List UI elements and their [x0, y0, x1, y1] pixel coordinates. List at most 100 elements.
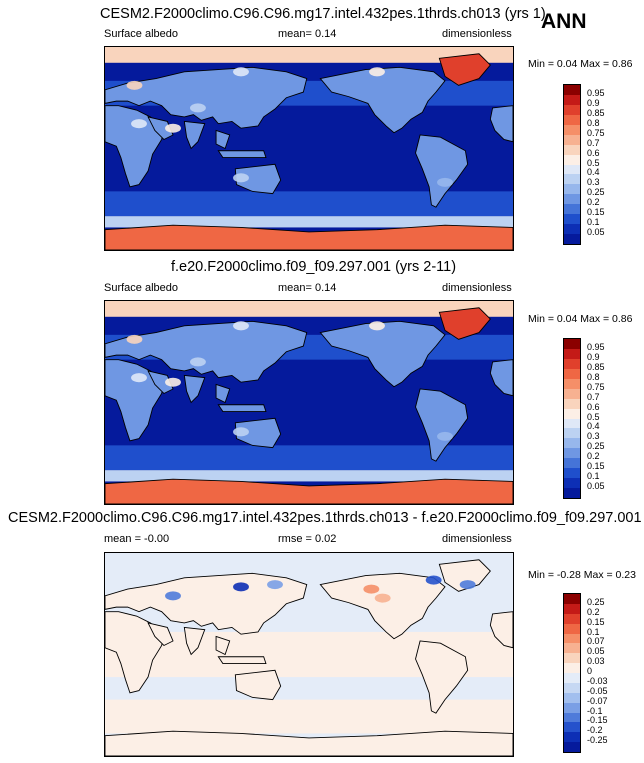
panel-3-map [104, 552, 514, 757]
panel-1-mean-label: mean= 0.14 [278, 28, 337, 40]
colorbar-tick-label: 0.25 [587, 596, 605, 607]
colorbar-swatch [564, 673, 580, 683]
colorbar-tick-label: -0.15 [587, 715, 608, 726]
colorbar-swatch [564, 104, 580, 115]
colorbar-tick-label: 0.03 [587, 656, 605, 667]
colorbar-swatch [564, 692, 580, 703]
colorbar-tick-label: 0.1 [587, 217, 600, 228]
colorbar-tick-label: 0.95 [587, 341, 605, 352]
colorbar-tick-label: 0.85 [587, 107, 605, 118]
colorbar-swatch [564, 214, 580, 225]
colorbar-tick-label: 0.1 [587, 471, 600, 482]
colorbar-swatch [564, 478, 580, 489]
colorbar-tick-label: 0.2 [587, 451, 600, 462]
colorbar-tick-label: 0 [587, 666, 593, 676]
panel-2-colorbar [563, 338, 581, 499]
panel-2-variable-label: Surface albedo [104, 282, 178, 294]
colorbar-swatch [564, 124, 580, 135]
colorbar-swatch [564, 378, 580, 389]
panel-3-map-field [105, 553, 513, 756]
colorbar-swatch [564, 633, 580, 644]
colorbar-swatch [564, 603, 580, 614]
colorbar-tick-label: -0.05 [587, 685, 608, 696]
panel-3-colorbar [563, 593, 581, 753]
panel-1-variable-label: Surface albedo [104, 28, 178, 40]
colorbar-swatch [564, 174, 580, 185]
colorbar-swatch [564, 682, 580, 693]
colorbar-tick-label: 0.15 [587, 207, 605, 218]
colorbar-tick-label: 0.7 [587, 137, 600, 148]
colorbar-tick-label: 0.4 [587, 421, 600, 432]
colorbar-swatch [564, 488, 580, 498]
colorbar-swatch [564, 339, 580, 349]
panel-2-map [104, 300, 514, 505]
colorbar-swatch [564, 184, 580, 195]
panel-3-title: CESM2.F2000climo.C96.C96.mg17.intel.432p… [8, 510, 642, 526]
colorbar-swatch [564, 468, 580, 479]
colorbar-tick-label: 0.5 [587, 157, 600, 168]
colorbar-swatch [564, 398, 580, 409]
colorbar-tick-label: 0.05 [587, 481, 605, 492]
colorbar-tick-label: 0.4 [587, 167, 600, 178]
colorbar-tick-label: 0.05 [587, 227, 605, 238]
colorbar-tick-label: -0.03 [587, 675, 608, 686]
colorbar-tick-label: -0.1 [587, 705, 603, 716]
colorbar-tick-label: 0.75 [587, 381, 605, 392]
panel-1-colorbar [563, 84, 581, 245]
colorbar-tick-label: 0.95 [587, 87, 605, 98]
colorbar-swatch [564, 653, 580, 664]
colorbar-swatch [564, 154, 580, 165]
colorbar-swatch [564, 418, 580, 429]
colorbar-tick-label: 0.75 [587, 127, 605, 138]
colorbar-swatch [564, 623, 580, 634]
colorbar-tick-label: 0.2 [587, 197, 600, 208]
colorbar-tick-label: 0.07 [587, 636, 605, 647]
panel-3-units-label: dimensionless [442, 533, 512, 545]
colorbar-swatch [564, 234, 580, 244]
colorbar-tick-label: 0.9 [587, 351, 600, 362]
panel-2-units-label: dimensionless [442, 282, 512, 294]
colorbar-swatch [564, 94, 580, 105]
colorbar-swatch [564, 224, 580, 235]
colorbar-swatch [564, 722, 580, 733]
colorbar-tick-label: 0.05 [587, 646, 605, 657]
colorbar-tick-label: 0.8 [587, 371, 600, 382]
panel-1-map [104, 46, 514, 251]
colorbar-swatch [564, 358, 580, 369]
panel-2-map-field [105, 301, 513, 504]
colorbar-swatch [564, 194, 580, 205]
panel-1-title: CESM2.F2000climo.C96.C96.mg17.intel.432p… [100, 6, 546, 22]
colorbar-swatch [564, 712, 580, 723]
colorbar-tick-label: 0.3 [587, 431, 600, 442]
colorbar-swatch [564, 348, 580, 359]
colorbar-tick-label: 0.85 [587, 361, 605, 372]
colorbar-tick-label: 0.25 [587, 187, 605, 198]
colorbar-swatch [564, 114, 580, 125]
panel-2-title: f.e20.F2000climo.f09_f09.297.001 (yrs 2-… [171, 259, 457, 275]
colorbar-tick-label: 0.8 [587, 117, 600, 128]
colorbar-swatch [564, 458, 580, 469]
colorbar-swatch [564, 613, 580, 624]
colorbar-tick-label: 0.3 [587, 177, 600, 188]
colorbar-tick-label: 0.2 [587, 606, 600, 617]
colorbar-tick-label: -0.07 [587, 695, 608, 706]
colorbar-tick-label: 0.7 [587, 391, 600, 402]
colorbar-swatch [564, 144, 580, 155]
colorbar-swatch [564, 732, 580, 743]
colorbar-tick-label: 0.15 [587, 461, 605, 472]
colorbar-swatch [564, 204, 580, 215]
colorbar-swatch [564, 448, 580, 459]
colorbar-tick-label: 0.5 [587, 411, 600, 422]
colorbar-swatch [564, 702, 580, 713]
colorbar-tick-label: 0.6 [587, 147, 600, 158]
panel-1-map-field [105, 47, 513, 250]
panel-3-mean-label: mean = -0.00 [104, 533, 170, 545]
colorbar-swatch [564, 438, 580, 449]
colorbar-tick-label: 0.25 [587, 441, 605, 452]
colorbar-swatch [564, 742, 580, 752]
colorbar-swatch [564, 368, 580, 379]
colorbar-swatch [564, 388, 580, 399]
colorbar-tick-label: -0.2 [587, 725, 603, 736]
colorbar-swatch [564, 643, 580, 654]
colorbar-tick-label: 0.15 [587, 616, 605, 627]
